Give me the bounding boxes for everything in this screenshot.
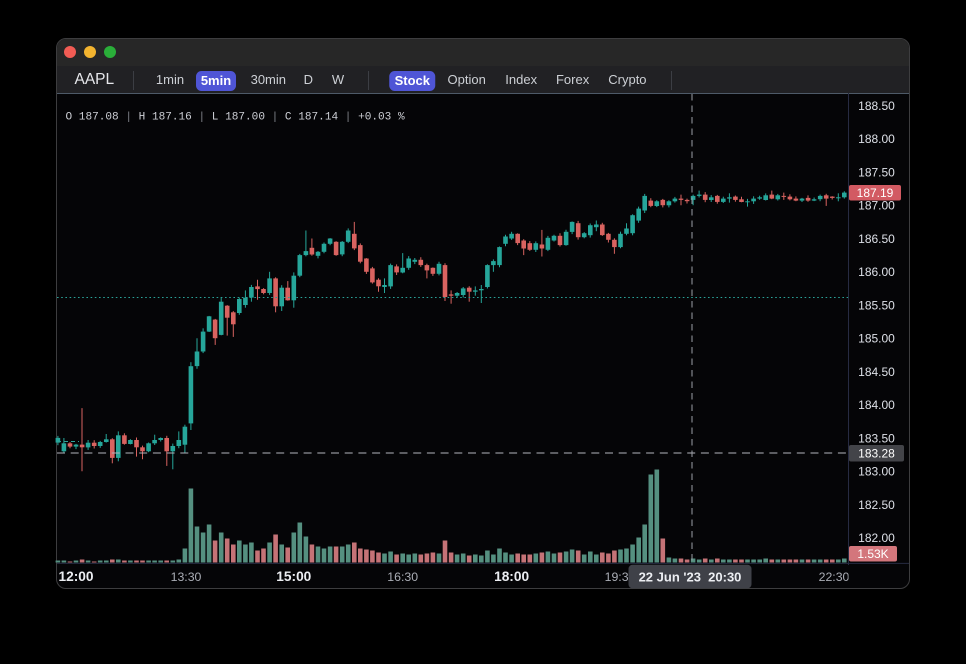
svg-text:19:30: 19:30 [605, 570, 636, 584]
svg-text:187.19: 187.19 [857, 186, 894, 200]
svg-text:185.50: 185.50 [858, 298, 895, 312]
svg-text:187.00: 187.00 [858, 199, 895, 213]
svg-text:188.00: 188.00 [858, 132, 895, 146]
svg-text:15:00: 15:00 [276, 569, 311, 584]
svg-text:188.50: 188.50 [858, 99, 895, 113]
svg-text:1.53K: 1.53K [857, 547, 888, 561]
svg-text:186.50: 186.50 [858, 232, 895, 246]
svg-text:185.00: 185.00 [858, 332, 895, 346]
svg-text:13:30: 13:30 [171, 570, 202, 584]
svg-text:183.28: 183.28 [858, 447, 895, 461]
svg-text:186.00: 186.00 [858, 265, 895, 279]
svg-text:22:30: 22:30 [819, 570, 850, 584]
svg-text:183.00: 183.00 [858, 465, 895, 479]
svg-text:182.00: 182.00 [858, 531, 895, 545]
svg-text:12:00: 12:00 [58, 569, 93, 584]
svg-text:O 187.08 | H 187.16 | L 187.00: O 187.08 | H 187.16 | L 187.00 | C 187.1… [66, 111, 405, 123]
svg-text:183.50: 183.50 [858, 431, 895, 445]
svg-text:184.50: 184.50 [858, 365, 895, 379]
svg-text:187.50: 187.50 [858, 165, 895, 179]
svg-text:184.00: 184.00 [858, 398, 895, 412]
svg-text:16:30: 16:30 [387, 570, 418, 584]
svg-text:182.50: 182.50 [858, 498, 895, 512]
svg-text:22 Jun '23 20:30: 22 Jun '23 20:30 [639, 570, 742, 585]
svg-text:18:00: 18:00 [494, 569, 529, 584]
